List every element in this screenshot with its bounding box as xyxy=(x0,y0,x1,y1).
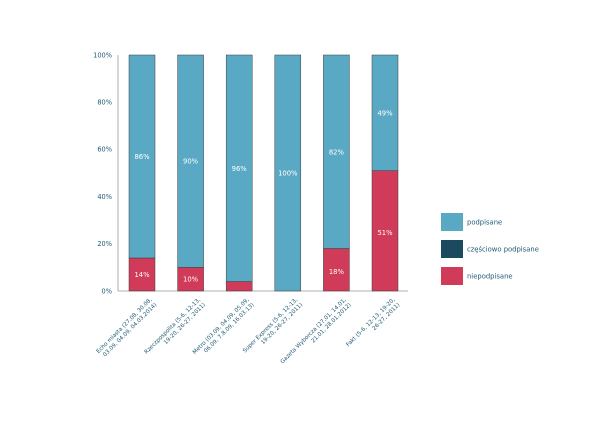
bar-segment-podpisane xyxy=(128,54,156,259)
legend-swatch xyxy=(441,213,463,231)
data-label: 96% xyxy=(232,165,248,173)
data-label: 14% xyxy=(134,271,150,279)
bar-group: 4%96% xyxy=(225,54,253,292)
legend-swatch xyxy=(441,240,463,258)
y-tick-label: 0% xyxy=(102,287,112,295)
category-label-line: Echo miasta (27.08, 30.08, xyxy=(96,297,154,355)
x-axis-labels: Echo miasta (27.08, 30.08,03.09, 04.09, … xyxy=(96,297,402,365)
y-tick-label: 40% xyxy=(97,193,112,201)
y-tick-label: 20% xyxy=(97,240,112,248)
bar-group: 18% 82% xyxy=(323,54,350,292)
bar-segment-niepodpisane xyxy=(225,281,253,292)
y-tick-label: 80% xyxy=(97,99,112,107)
category-label-line: Fakt (5-6, 12-13, 19-20, xyxy=(345,297,396,348)
bar-group: 51% 49% xyxy=(371,54,399,292)
legend: podpisane częściowo podpisane niepodpisane xyxy=(441,213,539,285)
bar-segment-podpisane xyxy=(225,54,253,282)
bar-segment-podpisane xyxy=(274,54,302,292)
data-label: 10% xyxy=(183,276,199,284)
legend-swatch xyxy=(441,267,463,285)
bar-segment-podpisane xyxy=(371,54,399,171)
bar-group: 100% xyxy=(274,54,302,292)
category-label: Fakt (5-6, 12-13, 19-20,26-27, 2011) xyxy=(345,297,401,348)
bars: 14% 86% 10% 90% 4%96% 100% 18% 82% 51% 49% xyxy=(128,54,399,292)
bar-group: 10% 90% xyxy=(177,54,204,292)
legend-label: niepodpisane xyxy=(467,273,513,281)
data-label: 18% xyxy=(329,268,345,276)
data-label: 86% xyxy=(134,153,150,161)
bar-segment-niepodpisane xyxy=(128,257,156,292)
data-label: 82% xyxy=(329,148,345,156)
data-label: 100% xyxy=(278,170,298,178)
data-label: 51% xyxy=(377,229,393,237)
bar-segment-podpisane xyxy=(177,54,204,268)
bar-segment-podpisane xyxy=(323,54,350,249)
data-label: 90% xyxy=(183,158,199,166)
bar-group: 14% 86% xyxy=(128,54,156,292)
legend-label: podpisane xyxy=(467,219,502,227)
y-tick-label: 100% xyxy=(93,51,112,59)
data-label: 49% xyxy=(377,109,393,117)
legend-label: częściowo podpisane xyxy=(467,246,539,254)
bar-segment-niepodpisane xyxy=(323,248,350,292)
y-axis: 0% 20% 40% 60% 80% 100% xyxy=(93,51,408,295)
bar-segment-niepodpisane xyxy=(371,170,399,292)
y-tick-label: 60% xyxy=(97,146,112,154)
